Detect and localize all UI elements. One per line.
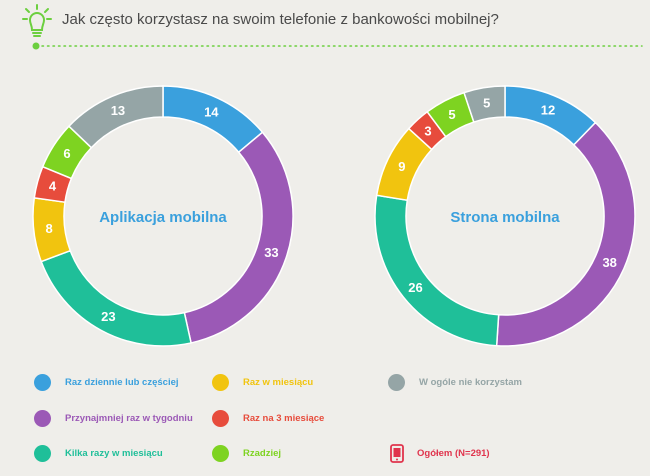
slice-never	[463, 85, 506, 123]
dotted-divider	[32, 42, 643, 50]
slice-weekly	[183, 131, 294, 344]
slice-label: 12	[541, 102, 555, 117]
question-title: Jak często korzystasz na swoim telefonie…	[62, 11, 499, 28]
slice-never	[67, 85, 164, 149]
slice-label: 8	[46, 221, 53, 236]
slice-label: 23	[101, 309, 115, 324]
slice-label: 13	[111, 103, 125, 118]
slice-label: 4	[49, 179, 57, 194]
slice-label: 26	[408, 280, 422, 295]
chart-title: Aplikacja mobilna	[99, 209, 227, 226]
donut-chart-1: 14 33 23 8 4 6 13 Aplikacja mobilna	[32, 85, 294, 347]
slice-label: 3	[424, 124, 431, 139]
slice-label: 9	[398, 159, 405, 174]
slice-several_monthly	[40, 249, 192, 347]
lightbulb-icon	[22, 4, 52, 37]
slice-label: 38	[602, 255, 616, 270]
slice-weekly	[495, 121, 636, 347]
slice-label: 14	[204, 105, 219, 120]
header: Jak często korzystasz na swoim telefonie…	[0, 0, 650, 60]
slice-label: 5	[483, 95, 490, 110]
slice-label: 33	[264, 245, 278, 260]
chart-title: Strona mobilna	[450, 209, 560, 226]
donut-chart-2: 12 38 26 9 3 5 5 Strona mobilna	[374, 85, 636, 347]
slice-label: 5	[448, 107, 455, 122]
slice-label: 6	[63, 146, 70, 161]
